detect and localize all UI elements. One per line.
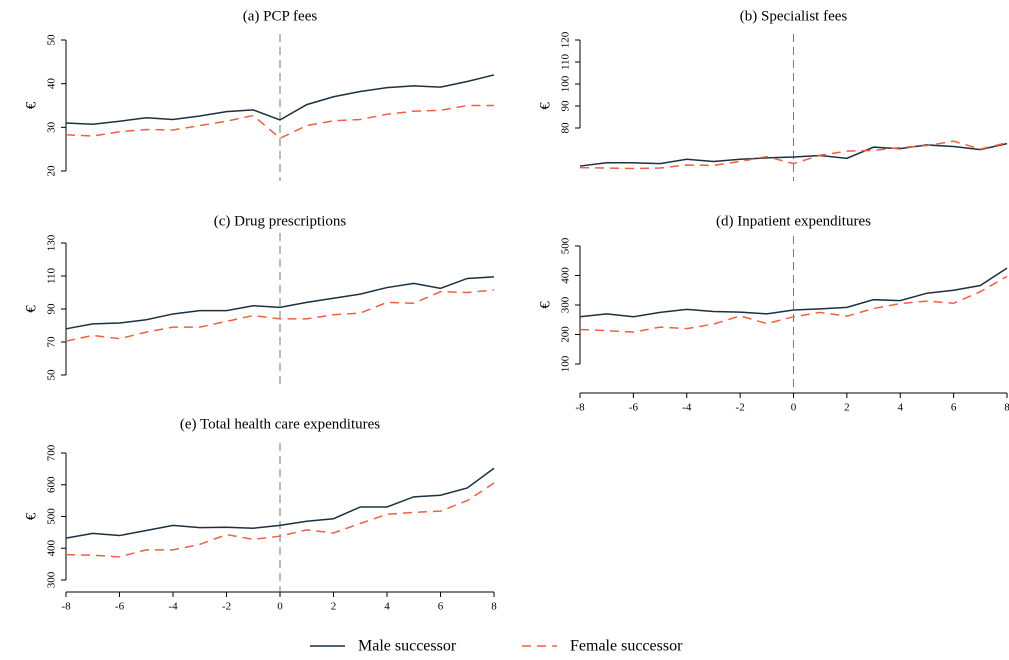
legend-label: Female successor <box>570 638 683 655</box>
x-tick-label: 6 <box>951 402 957 414</box>
y-tick-label: 200 <box>560 326 572 343</box>
y-axis-label: € <box>23 512 39 520</box>
x-tick-label: -2 <box>736 402 745 414</box>
x-tick-label: 2 <box>331 601 337 613</box>
series-line <box>579 142 1008 167</box>
y-tick-label: 100 <box>560 355 572 372</box>
x-tick-label: -6 <box>629 402 639 414</box>
series-line <box>579 275 1008 333</box>
y-tick-label: 70 <box>46 336 58 348</box>
y-tick-label: 50 <box>46 34 58 46</box>
x-tick-label: 8 <box>1004 402 1009 414</box>
y-tick-label: 20 <box>46 165 58 177</box>
y-tick-label: 90 <box>560 100 572 112</box>
y-axis-label: € <box>537 102 553 110</box>
x-tick-label: -2 <box>222 601 231 613</box>
y-tick-label: 500 <box>46 508 58 525</box>
x-tick-label: 4 <box>384 601 390 613</box>
y-tick-label: 40 <box>46 78 58 90</box>
panel-title: (b) Specialist fees <box>740 8 848 24</box>
y-tick-label: 600 <box>46 476 58 493</box>
series-line <box>579 140 1008 170</box>
x-tick-label: 6 <box>438 601 444 613</box>
series-line <box>579 267 1008 318</box>
series-line <box>65 482 495 558</box>
x-tick-label: 0 <box>791 402 797 414</box>
y-tick-label: 50 <box>46 369 58 381</box>
y-tick-label: 700 <box>46 444 58 461</box>
y-tick-label: 400 <box>46 540 58 557</box>
panel-title: (e) Total health care expenditures <box>180 416 380 432</box>
y-tick-label: 110 <box>560 53 572 70</box>
y-tick-label: 110 <box>46 267 58 284</box>
y-axis-label: € <box>23 305 39 313</box>
x-tick-label: 8 <box>491 601 497 613</box>
x-tick-label: 0 <box>277 601 283 613</box>
y-tick-label: 300 <box>560 296 572 313</box>
y-tick-label: 80 <box>560 122 572 134</box>
series-line <box>65 289 495 342</box>
x-tick-label: -8 <box>61 601 71 613</box>
series-line <box>65 467 495 539</box>
x-tick-label: 4 <box>898 402 904 414</box>
series-line <box>65 104 494 140</box>
y-tick-label: 100 <box>560 75 572 92</box>
series-line <box>65 74 495 126</box>
legend-label: Male successor <box>358 638 457 655</box>
panel-title: (a) PCP fees <box>243 8 318 24</box>
x-tick-label: -6 <box>115 601 125 613</box>
panel-title: (d) Inpatient expenditures <box>716 213 871 229</box>
y-tick-label: 400 <box>560 267 572 284</box>
y-tick-label: 300 <box>46 571 58 588</box>
panel-title: (c) Drug prescriptions <box>214 213 347 229</box>
y-tick-label: 500 <box>560 237 572 254</box>
y-tick-label: 90 <box>46 303 58 315</box>
x-tick-label: -4 <box>168 601 178 613</box>
x-tick-label: -8 <box>575 402 585 414</box>
y-axis-label: € <box>23 101 39 109</box>
y-tick-label: 130 <box>46 234 58 251</box>
y-tick-label: 120 <box>560 31 572 48</box>
y-axis-label: € <box>537 301 553 309</box>
x-tick-label: -4 <box>682 402 692 414</box>
series-line <box>65 276 495 330</box>
y-tick-label: 30 <box>46 121 58 133</box>
x-tick-label: 2 <box>844 402 850 414</box>
